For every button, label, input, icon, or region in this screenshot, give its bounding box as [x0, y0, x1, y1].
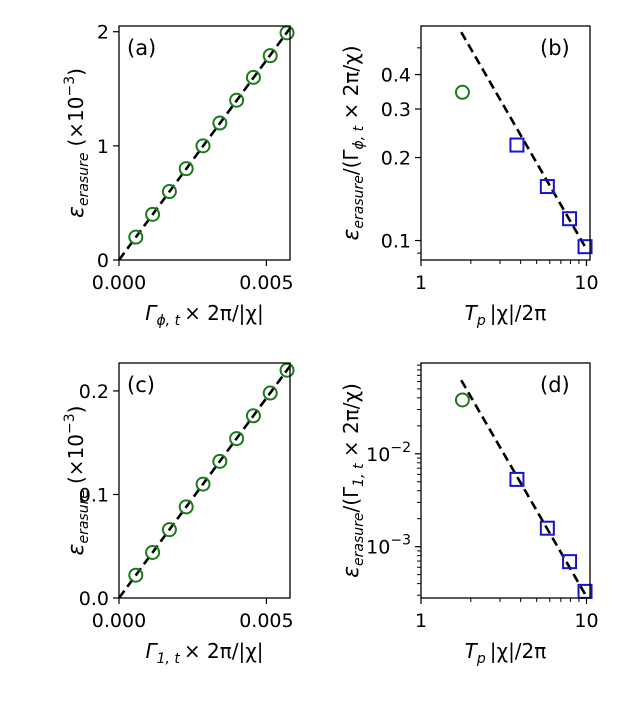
x-tick-label: 0.005 — [239, 272, 293, 294]
y-tick-label: 0.2 — [79, 381, 109, 403]
data-point-circle — [161, 522, 177, 538]
data-point-circle — [454, 84, 470, 100]
data-point-circle — [178, 499, 194, 515]
y-axis-label: εerasure(×10−3) — [62, 406, 92, 556]
y-tick-label: 0.4 — [381, 65, 411, 87]
y-tick-label: 0.1 — [79, 484, 109, 506]
x-tick-label: 0.000 — [92, 610, 146, 632]
x-tick-label: 1 — [415, 272, 427, 294]
panel-label-d: (d) — [540, 373, 570, 397]
data-point-circle — [195, 476, 211, 492]
data-point-circle — [454, 392, 470, 408]
y-axis-label: εerasure(×10−3) — [62, 68, 92, 218]
data-point-square — [509, 137, 525, 153]
data-point-circle — [212, 115, 228, 131]
data-point-square — [509, 471, 525, 487]
data-point-square — [539, 179, 555, 195]
plot-frame-a — [118, 25, 291, 261]
x-tick-label: 0.005 — [239, 610, 293, 632]
x-axis-label: Tp |χ|/2π — [465, 639, 547, 667]
x-tick-label: 1 — [415, 610, 427, 632]
data-point-circle — [128, 229, 144, 245]
data-point-circle — [262, 385, 278, 401]
plot-frame-c — [118, 362, 291, 599]
x-axis-label: Γϕ, t × 2π/|χ| — [145, 301, 263, 329]
data-point-circle — [245, 69, 261, 85]
data-point-circle — [195, 138, 211, 154]
y-axis-label: εerasure/(Γ1, t × 2π/χ) — [339, 383, 367, 578]
panel-a: 0.000 0.005 0 1 2 (a) Γϕ, t × 2π/|χ| εerasure(×1… — [62, 22, 295, 329]
fit-line-a — [117, 27, 292, 261]
data-point-circle — [279, 362, 295, 378]
y-axis-label: εerasure/(Γϕ, t × 2π/χ) — [339, 45, 367, 240]
y-tick-label: 1 — [97, 136, 109, 158]
data-point-circle — [161, 184, 177, 200]
y-tick-label: 0.1 — [381, 231, 411, 253]
x-tick-label: 10 — [574, 610, 598, 632]
data-point-circle — [229, 431, 245, 447]
data-point-square — [539, 520, 555, 536]
panel-c: 0.000 0.005 0.0 0.1 0.2 (c) Γ1, t × 2π/|χ| εeras… — [62, 362, 295, 667]
panel-label-a: (a) — [127, 36, 156, 60]
y-tick-label: 0.3 — [381, 99, 411, 121]
fit-line-c — [117, 365, 292, 599]
panel-d: 1 10 10−3 10−2 (d) Tp |χ|/2π εerasure/(Γ1, t × … — [339, 362, 599, 667]
x-axis-label: Tp |χ|/2π — [465, 301, 547, 329]
data-point-square — [562, 554, 578, 570]
data-point-circle — [229, 92, 245, 108]
data-point-square — [562, 211, 578, 227]
y-tick-label: 0 — [97, 250, 109, 272]
data-point-circle — [212, 453, 228, 469]
data-point-circle — [145, 206, 161, 222]
data-point-circle — [178, 161, 194, 177]
x-tick-label: 10 — [574, 272, 598, 294]
data-point-circle — [128, 567, 144, 583]
x-tick-label: 0.000 — [92, 272, 146, 294]
plot-frame-d — [420, 362, 591, 599]
y-tick-label: 10−2 — [366, 440, 411, 466]
y-tick-label: 2 — [97, 22, 109, 44]
y-tick-label: 10−3 — [366, 533, 411, 559]
data-point-circle — [245, 408, 261, 424]
data-point-square — [577, 239, 593, 255]
x-axis-label: Γ1, t × 2π/|χ| — [145, 639, 263, 667]
data-point-circle — [262, 48, 278, 64]
panel-label-c: (c) — [127, 373, 155, 397]
y-tick-label: 0.0 — [79, 588, 109, 610]
panel-b: 1 10 0.1 0.2 0.3 0.4 (b) Tp |χ|/2π εerasure/(Γϕ, … — [339, 25, 599, 329]
data-point-circle — [145, 544, 161, 560]
plot-frame-b — [420, 25, 591, 261]
y-tick-label: 0.2 — [381, 148, 411, 170]
panel-label-b: (b) — [540, 36, 570, 60]
fit-line-d — [460, 379, 588, 598]
